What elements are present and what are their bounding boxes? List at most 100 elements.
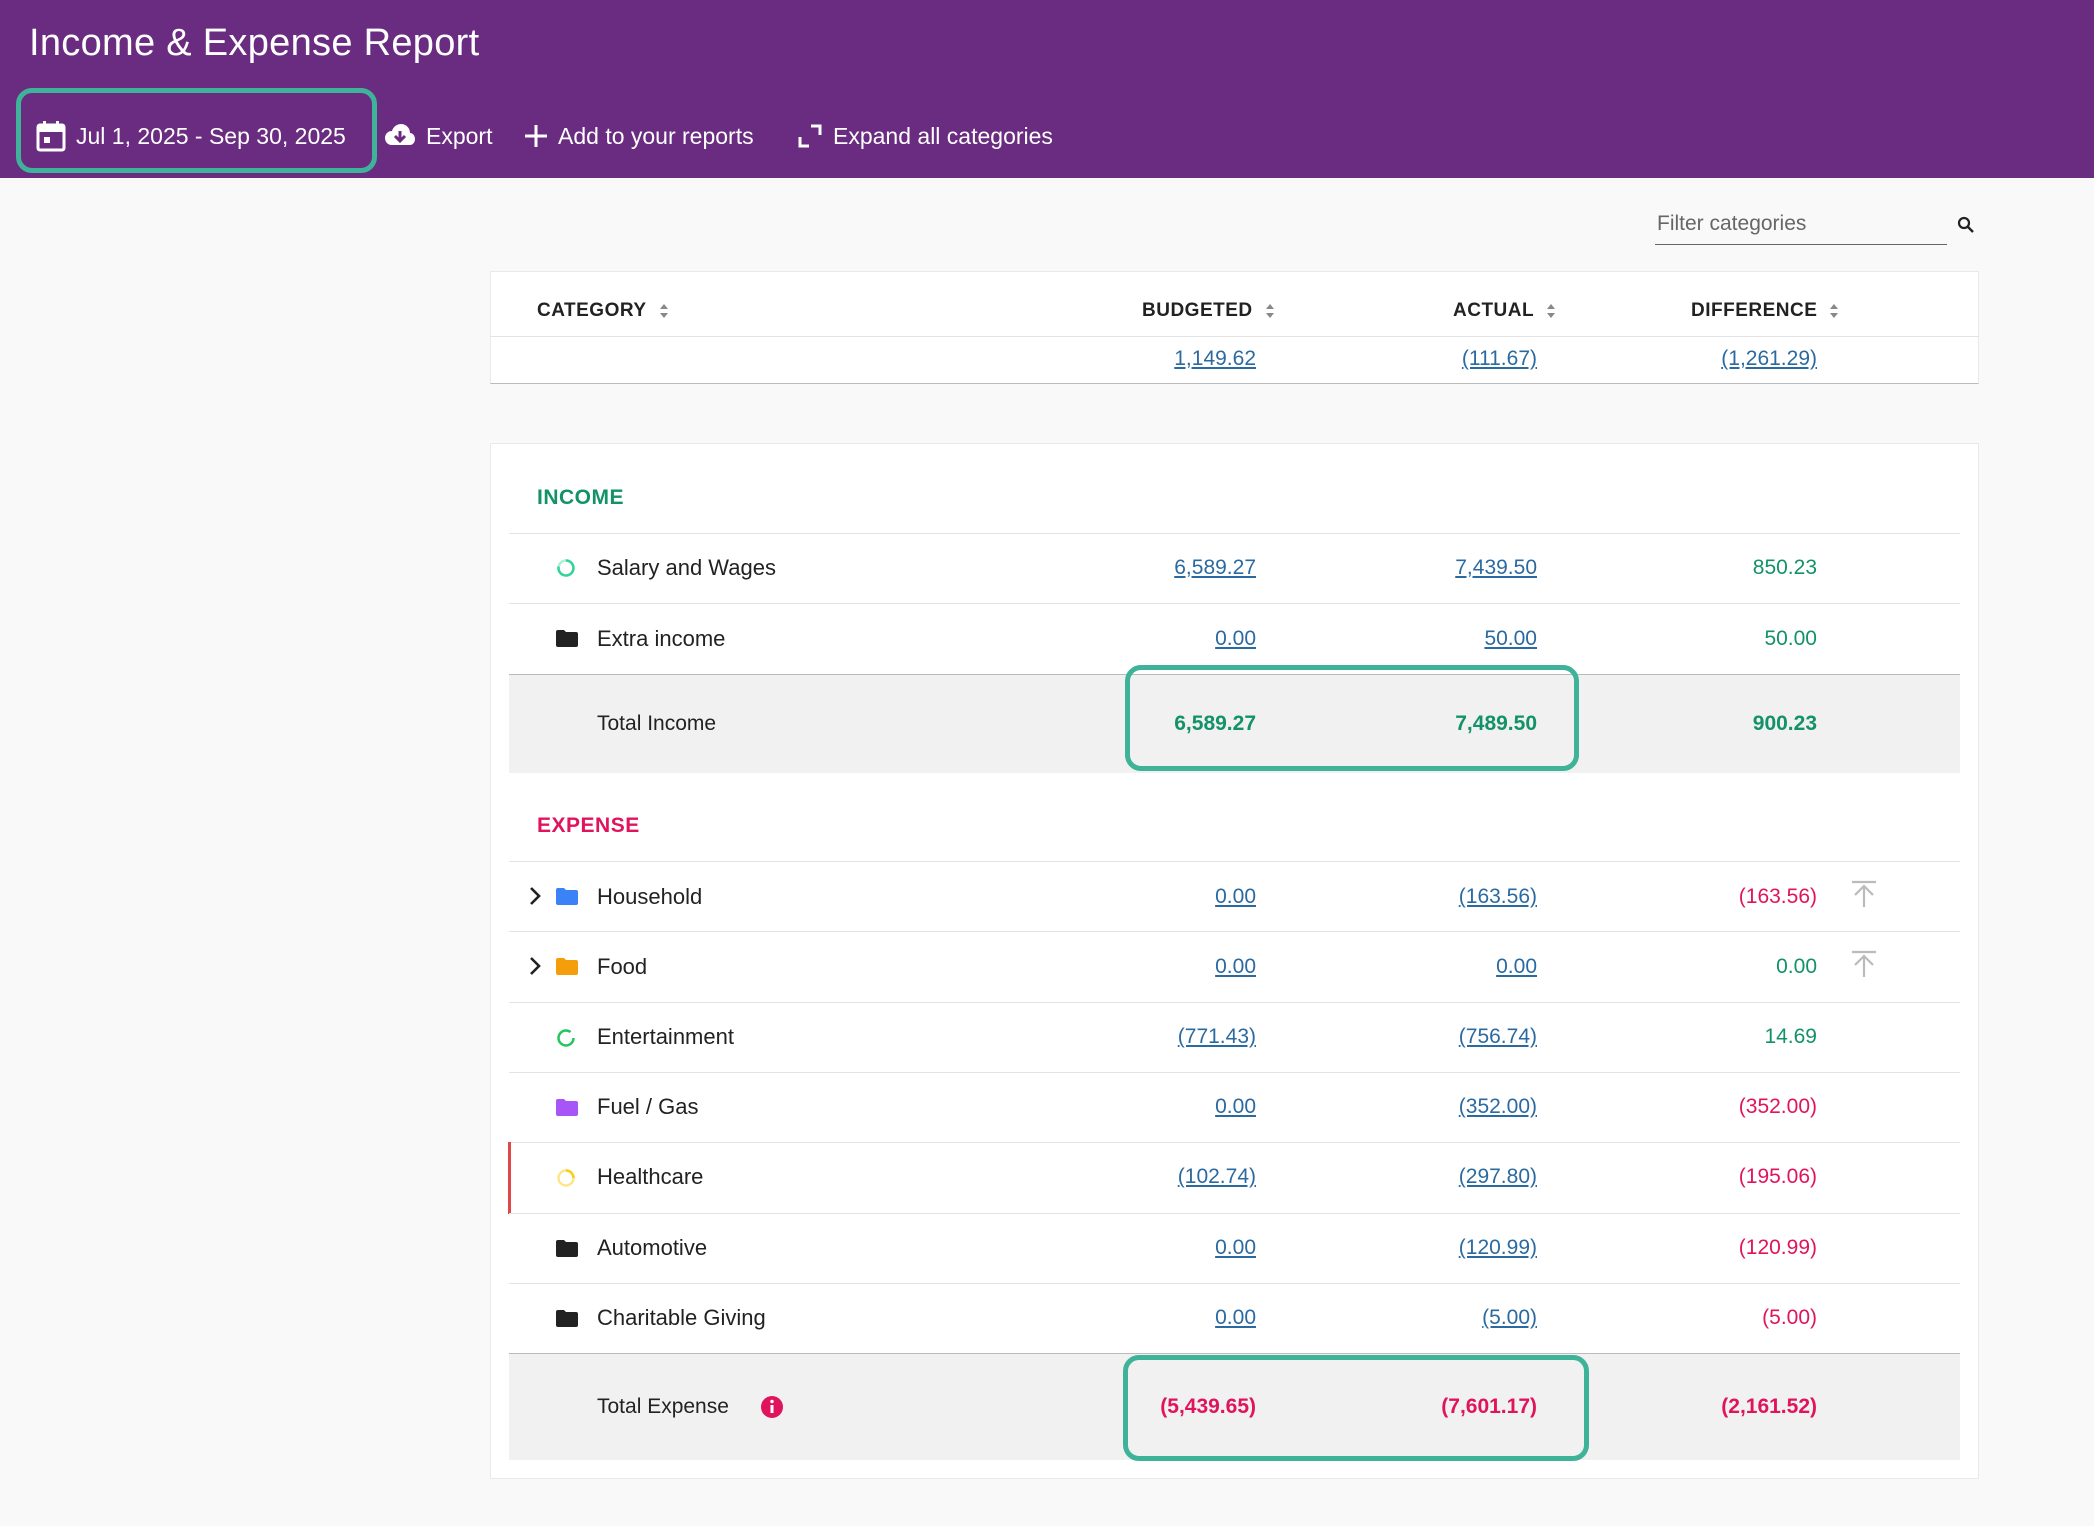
difference-value: 850.23 <box>1752 556 1817 579</box>
folder-icon <box>556 958 578 975</box>
divider <box>509 1283 1960 1284</box>
difference-value: 50.00 <box>1764 627 1817 650</box>
category-name[interactable]: Automotive <box>597 1235 708 1260</box>
total-expense-budgeted: (5,439.65) <box>1160 1395 1256 1418</box>
filter-container <box>1655 204 1977 246</box>
actual-value[interactable]: (163.56) <box>1458 885 1537 908</box>
date-range-highlight <box>16 88 377 173</box>
sort-icon <box>659 304 668 318</box>
category-name[interactable]: Household <box>597 884 703 909</box>
actual-value[interactable]: (297.80) <box>1458 1165 1537 1188</box>
over-budget-indicator <box>508 1142 511 1214</box>
folder-icon <box>556 630 578 647</box>
divider <box>509 533 1960 534</box>
difference-value: (5.00) <box>1762 1306 1817 1329</box>
difference-value: (120.99) <box>1738 1236 1817 1259</box>
column-header-difference[interactable]: DIFFERENCE <box>1691 300 1839 322</box>
category-name[interactable]: Healthcare <box>597 1164 704 1189</box>
actual-value[interactable]: (5.00) <box>1482 1306 1537 1329</box>
difference-value: (352.00) <box>1738 1095 1817 1118</box>
category-name[interactable]: Extra income <box>597 626 726 651</box>
total-expense-label: Total Expense <box>597 1395 729 1418</box>
export-button[interactable]: Export <box>384 116 492 156</box>
date-range-label: Jul 1, 2025 - Sep 30, 2025 <box>76 122 346 149</box>
actual-value[interactable]: 0.00 <box>1496 955 1537 978</box>
cloud-download-icon <box>385 124 415 145</box>
divider <box>490 336 1979 337</box>
income-section-title: INCOME <box>537 486 624 509</box>
total-income-row <box>509 674 1960 773</box>
summary-budgeted[interactable]: 1,149.62 <box>1174 347 1256 370</box>
move-to-top-icon[interactable] <box>1850 950 1878 978</box>
divider <box>509 931 1960 932</box>
divider <box>509 603 1960 604</box>
total-income-difference: 900.23 <box>1752 712 1817 735</box>
total-expense-actual: (7,601.17) <box>1441 1395 1537 1418</box>
category-name[interactable]: Fuel / Gas <box>597 1094 699 1119</box>
summary-difference[interactable]: (1,261.29) <box>1721 347 1817 370</box>
divider <box>509 1002 1960 1003</box>
expand-icon <box>798 124 822 148</box>
plus-icon <box>525 125 547 147</box>
budgeted-value[interactable]: 0.00 <box>1215 885 1256 908</box>
sort-icon <box>1547 304 1556 318</box>
actual-value[interactable]: (756.74) <box>1458 1025 1537 1048</box>
column-header-budgeted[interactable]: BUDGETED <box>1142 300 1275 322</box>
budgeted-value[interactable]: 6,589.27 <box>1174 556 1256 579</box>
total-expense-difference: (2,161.52) <box>1721 1395 1817 1418</box>
folder-icon <box>556 1310 578 1327</box>
categories-card <box>490 443 1979 1479</box>
budgeted-value[interactable]: 0.00 <box>1215 627 1256 650</box>
filter-categories-input[interactable] <box>1655 204 1947 245</box>
report-header: Income & Expense Report Jul 1, 2025 - Se… <box>0 0 2094 178</box>
expand-all-button[interactable]: Expand all categories <box>797 116 1053 156</box>
page-title: Income & Expense Report <box>29 22 480 64</box>
budgeted-value[interactable]: 0.00 <box>1215 1236 1256 1259</box>
divider <box>509 861 1960 862</box>
budgeted-value[interactable]: 0.00 <box>1215 1095 1256 1118</box>
category-name[interactable]: Food <box>597 954 648 979</box>
summary-card <box>490 271 1979 384</box>
actual-value[interactable]: 7,439.50 <box>1455 556 1537 579</box>
add-to-reports-button[interactable]: Add to your reports <box>524 116 754 156</box>
folder-icon <box>556 1099 578 1116</box>
calendar-icon <box>36 121 66 152</box>
folder-icon <box>556 888 578 905</box>
add-to-reports-label: Add to your reports <box>558 122 754 149</box>
summary-actual[interactable]: (111.67) <box>1461 347 1537 370</box>
search-icon[interactable] <box>1957 216 1975 234</box>
chevron-right-icon[interactable] <box>529 886 541 906</box>
total-income-budgeted: 6,589.27 <box>1174 712 1256 735</box>
budgeted-value[interactable]: 0.00 <box>1215 955 1256 978</box>
move-to-top-icon[interactable] <box>1850 880 1878 908</box>
category-name[interactable]: Charitable Giving <box>597 1305 766 1330</box>
sort-icon <box>1830 304 1839 318</box>
total-income-highlight <box>1125 665 1579 771</box>
expand-all-label: Expand all categories <box>833 122 1053 149</box>
actual-value[interactable]: (120.99) <box>1458 1236 1537 1259</box>
total-expense-highlight <box>1123 1355 1589 1461</box>
actual-value[interactable]: (352.00) <box>1458 1095 1537 1118</box>
expense-section-title: EXPENSE <box>537 814 640 837</box>
sort-icon <box>1265 304 1274 318</box>
info-icon[interactable] <box>760 1395 784 1419</box>
column-header-actual[interactable]: ACTUAL <box>1453 300 1556 322</box>
difference-value: (163.56) <box>1738 885 1817 908</box>
circle-progress-icon <box>557 1029 575 1047</box>
category-name[interactable]: Salary and Wages <box>597 555 776 580</box>
budgeted-value[interactable]: 0.00 <box>1215 1306 1256 1329</box>
column-header-category[interactable]: CATEGORY <box>537 300 669 322</box>
date-range-button[interactable]: Jul 1, 2025 - Sep 30, 2025 <box>36 116 346 156</box>
folder-icon <box>556 1240 578 1257</box>
difference-value: 14.69 <box>1764 1025 1817 1048</box>
divider <box>509 1213 1960 1214</box>
budgeted-value[interactable]: (771.43) <box>1177 1025 1256 1048</box>
circle-progress-icon <box>557 559 575 577</box>
budgeted-value[interactable]: (102.74) <box>1177 1165 1256 1188</box>
difference-value: 0.00 <box>1776 955 1817 978</box>
category-name[interactable]: Entertainment <box>597 1024 734 1049</box>
total-income-label: Total Income <box>597 712 717 735</box>
difference-value: (195.06) <box>1738 1165 1817 1188</box>
actual-value[interactable]: 50.00 <box>1484 627 1537 650</box>
chevron-right-icon[interactable] <box>529 956 541 976</box>
